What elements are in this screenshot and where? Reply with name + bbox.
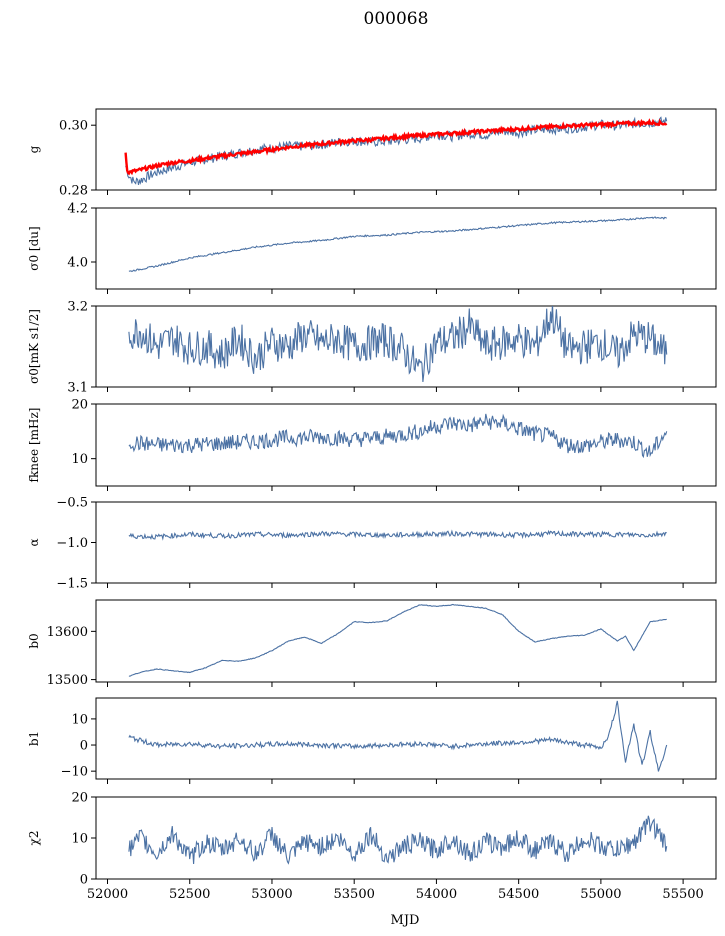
- y-tick-label: 0: [80, 739, 88, 754]
- series-line-g: [125, 116, 668, 186]
- panel-b0: 13500 13600 b0: [27, 599, 717, 688]
- series-line-sigma0-du: [128, 216, 668, 273]
- x-tick-label: 52000: [87, 887, 128, 902]
- panels: 0.28 0.30 g 4.0 4.2 σ0 [du] 3.1 3.2 σ0[mK s1/2] 1…: [27, 108, 717, 902]
- y-tick-label: −1.5: [56, 577, 88, 592]
- y-tick-label: 20: [71, 791, 88, 806]
- panel-frame: [95, 697, 717, 780]
- panel-frame: [95, 108, 717, 191]
- y-tick-label: 13600: [47, 625, 88, 640]
- y-tick-label: 0.30: [59, 119, 88, 134]
- series-line-b0: [128, 603, 667, 677]
- x-axis-label: MJD: [391, 913, 420, 928]
- x-tick-label: 53000: [251, 887, 292, 902]
- y-tick-label: 20: [71, 398, 88, 413]
- x-tick-label: 54500: [498, 887, 539, 902]
- y-tick-label: −0.5: [56, 496, 88, 511]
- panel-frame: [95, 403, 717, 487]
- y-tick-label: 4.2: [67, 202, 88, 217]
- x-tick-label: 54000: [416, 887, 457, 902]
- y-axis-label: fknee [mHz]: [27, 408, 41, 483]
- y-axis-label: b0: [27, 633, 41, 648]
- y-axis-label: σ0 [du]: [27, 226, 41, 270]
- x-tick-label: 52500: [169, 887, 210, 902]
- panel-sigma0-mk: 3.1 3.2 σ0[mK s1/2]: [27, 300, 717, 396]
- x-tick-label: 55500: [662, 887, 703, 902]
- y-tick-label: 0.28: [59, 184, 88, 199]
- y-tick-label: 10: [71, 452, 88, 467]
- x-tick-label: 55000: [580, 887, 621, 902]
- y-tick-label: 0: [80, 873, 88, 888]
- panel-frame: [95, 305, 717, 388]
- y-tick-label: 10: [71, 832, 88, 847]
- panel-frame: [95, 501, 717, 584]
- y-axis-label: b1: [27, 731, 41, 746]
- y-tick-label: 10: [71, 712, 88, 727]
- y-tick-label: 13500: [47, 673, 88, 688]
- y-axis-label: σ0[mK s1/2]: [27, 309, 41, 384]
- series-line-b1: [128, 700, 668, 772]
- panel-alpha: −1.5 −1.0 −0.5 α: [27, 496, 717, 592]
- y-tick-label: 3.1: [67, 381, 88, 396]
- panel-frame: [95, 796, 717, 880]
- y-tick-label: 3.2: [67, 300, 88, 315]
- y-tick-label: −1.0: [56, 536, 88, 551]
- y-tick-label: −10: [61, 765, 88, 780]
- panel-fknee: 10 20 fknee [mHz]: [27, 398, 717, 491]
- panel-b1: −10 0 10 b1: [27, 697, 717, 784]
- y-axis-label: α: [27, 538, 41, 546]
- x-tick-label: 53500: [334, 887, 375, 902]
- y-axis-label: χ2: [27, 831, 41, 846]
- series-line-sigma0-mk: [128, 306, 668, 383]
- panel-sigma0-du: 4.0 4.2 σ0 [du]: [27, 202, 717, 294]
- series-line-chi2: [128, 815, 668, 865]
- series-line-g-fit: [124, 118, 668, 176]
- y-tick-label: 4.0: [67, 256, 88, 271]
- panel-chi2: 0 10 20 χ2 52000 52500 53000 53500 54000 54500 550…: [27, 791, 717, 902]
- panel-g: 0.28 0.30 g: [27, 108, 717, 199]
- panel-frame: [95, 599, 717, 683]
- series-line-fknee: [128, 413, 668, 459]
- figure-title: 000068: [364, 9, 429, 29]
- series-line-alpha: [128, 529, 667, 541]
- y-axis-label: g: [27, 145, 41, 153]
- panel-frame: [95, 207, 717, 290]
